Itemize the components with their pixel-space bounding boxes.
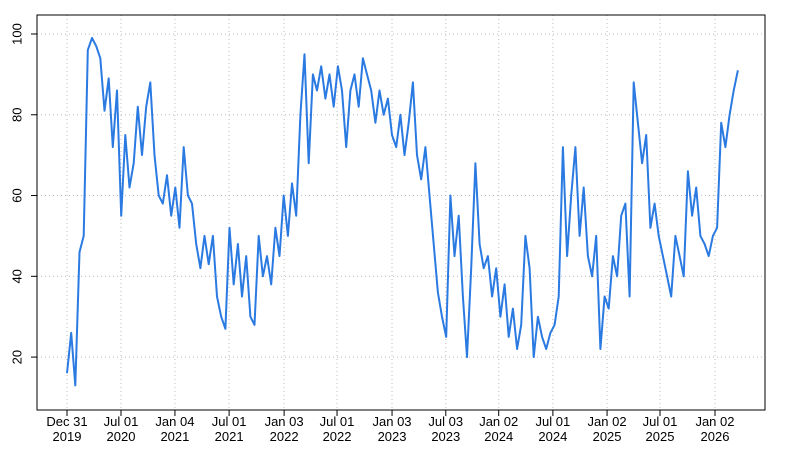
x-tick-label: Jul 01 2024	[535, 414, 571, 444]
x-tick-label: Jan 02 2025	[587, 414, 627, 444]
x-tick-label: Jan 02 2026	[695, 414, 735, 444]
plot-border	[36, 14, 766, 411]
x-tick-label: Jul 03 2023	[428, 414, 464, 444]
y-tick-label: 60	[9, 188, 24, 202]
x-tick-label: Jan 04 2021	[155, 414, 195, 444]
y-tick-label: 40	[9, 269, 24, 283]
line	[66, 37, 739, 387]
x-tick-label: Jan 02 2024	[479, 414, 519, 444]
y-tick-label: 100	[9, 23, 24, 45]
x-tick-label: Dec 31 2019	[46, 414, 88, 444]
x-tick-label: Jul 01 2022	[319, 414, 355, 444]
y-tick-label: 80	[9, 108, 24, 122]
x-tick-label: Jul 01 2021	[211, 414, 247, 444]
x-tick-label: Jan 03 2022	[264, 414, 304, 444]
y-tick-label: 20	[9, 350, 24, 364]
x-tick-label: Jul 01 2020	[103, 414, 139, 444]
x-tick-label: Jul 01 2025	[642, 414, 678, 444]
x-tick-label: Jan 03 2023	[372, 414, 412, 444]
